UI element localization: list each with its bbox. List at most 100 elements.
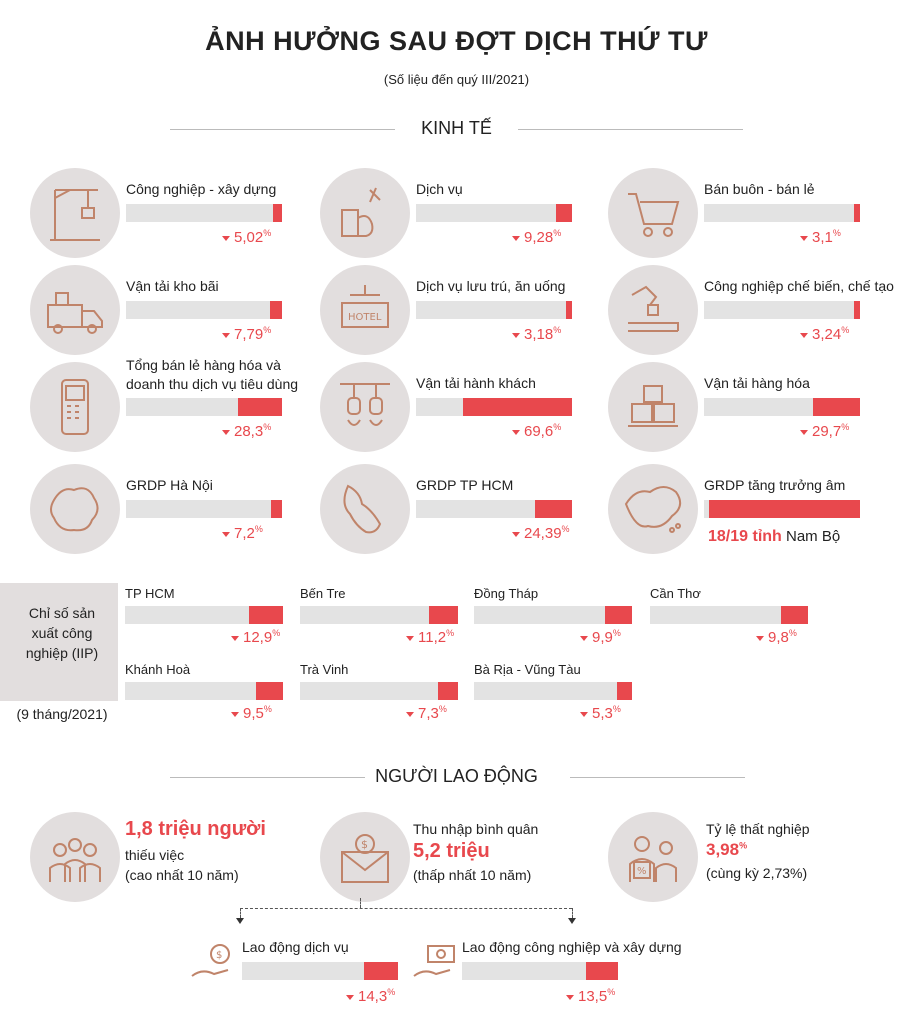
iip-item-bar [125, 682, 283, 700]
decrease-icon [800, 235, 808, 241]
economy-item-value: 28,3% [222, 422, 271, 440]
economy-item-bar-fill [813, 398, 860, 416]
decrease-icon [756, 635, 764, 641]
economy-item-label: Công nghiệp - xây dựng [126, 181, 277, 197]
economy-item-label: Dịch vụ [416, 181, 463, 197]
economy-item-value-number: 3,24 [812, 326, 842, 343]
unemployment-unit: % [739, 840, 748, 851]
cargo-boxes-icon [608, 362, 698, 452]
economy-item-unit: % [254, 524, 263, 534]
iip-item-value: 7,3% [406, 704, 447, 722]
economy-item-value: 24,39% [512, 524, 570, 542]
connector-horizontal [240, 908, 572, 909]
economy-item-value-number: 24,39 [524, 525, 562, 542]
economy-item-bar [416, 398, 572, 416]
economy-item-label: GRDP tăng trưởng âm [704, 477, 846, 493]
shopping-cart-icon [608, 168, 698, 258]
economy-item-bar-fill [854, 301, 860, 319]
decrease-icon [512, 429, 520, 435]
economy-item-bar-fill [273, 204, 282, 222]
income-line2: (thấp nhất 10 năm) [413, 867, 532, 883]
labor-heading-text: NGƯỜI LAO ĐỘNG [375, 766, 538, 786]
income-value: 5,2 triệu [413, 840, 490, 862]
economy-item-label: GRDP Hà Nội [126, 477, 213, 493]
economy-item-bar-fill [238, 398, 282, 416]
crane-icon [30, 168, 120, 258]
iip-item-unit: % [446, 628, 455, 638]
connector-arrow-left [236, 918, 244, 924]
economy-item-value-number: 3,1 [812, 229, 833, 246]
economy-item-label: Vận tải hành khách [416, 375, 536, 391]
hcmc-map-icon [320, 464, 410, 554]
industry-labor-bar [462, 962, 618, 980]
economy-item-label: GRDP TP HCM [416, 477, 514, 493]
connector-vertical [360, 898, 361, 908]
iip-item-value: 9,9% [580, 628, 621, 646]
connector-right [572, 908, 573, 918]
economy-item-bar [416, 204, 572, 222]
economy-item-bar-fill [556, 204, 572, 222]
economy-item-value: 3,1% [800, 228, 841, 246]
decrease-icon [222, 235, 230, 241]
economy-item-bar-fill [566, 301, 572, 319]
iip-item-bar [125, 606, 283, 624]
iip-item-bar-fill [256, 682, 283, 700]
iip-item-unit: % [438, 704, 447, 714]
svg-text:HOTEL: HOTEL [348, 312, 382, 323]
economy-item-value-number: 29,7 [812, 423, 842, 440]
hotel-sign-icon: HOTEL [320, 265, 410, 355]
iip-item-bar [300, 682, 458, 700]
iip-item-bar [474, 606, 632, 624]
iip-item-value-number: 7,3 [418, 705, 439, 722]
pos-terminal-icon [30, 362, 120, 452]
iip-item-label: Đồng Tháp [474, 586, 539, 601]
decrease-icon [406, 635, 414, 641]
decrease-icon [800, 429, 808, 435]
iip-item-unit: % [612, 628, 621, 638]
iip-item-label: TP HCM [125, 586, 175, 601]
delivery-truck-icon [30, 265, 120, 355]
economy-item-unit: % [553, 422, 562, 432]
service-tools-icon [320, 168, 410, 258]
underemployed-count: 1,8 triệu người [125, 818, 266, 840]
economy-item-unit: % [263, 228, 272, 238]
decrease-icon [406, 711, 414, 717]
section-economy-heading: KINH TẾ [0, 118, 913, 139]
iip-item-value: 12,9% [231, 628, 280, 646]
economy-item-value-number: 69,6 [524, 423, 554, 440]
decrease-icon [222, 531, 230, 537]
hand-money-bag-icon: $ [188, 936, 238, 986]
decrease-icon [222, 332, 230, 338]
section-labor-heading: NGƯỜI LAO ĐỘNG [0, 766, 913, 787]
decrease-icon [512, 235, 520, 241]
economy-item-label: Dịch vụ lưu trú, ăn uống [416, 278, 566, 294]
economy-item-unit: % [841, 422, 850, 432]
economy-heading-text: KINH TẾ [421, 118, 492, 138]
iip-item-unit: % [272, 628, 281, 638]
decrease-icon [566, 994, 574, 1000]
iip-item-value: 9,8% [756, 628, 797, 646]
income-line1: Thu nhập bình quân [413, 821, 539, 837]
iip-item-label: Cần Thơ [650, 586, 701, 601]
decrease-icon [512, 531, 520, 537]
decrease-icon [580, 635, 588, 641]
svg-text:$: $ [361, 838, 368, 851]
economy-item-bar-fill [271, 500, 282, 518]
service-labor-value: 14,3% [346, 987, 395, 1005]
hand-cash-icon [410, 936, 460, 986]
economy-item-value-number: 9,28 [524, 229, 554, 246]
iip-item-value-number: 9,8 [768, 629, 789, 646]
economy-item-bar [416, 301, 572, 319]
southern-region-map-icon [608, 464, 698, 554]
economy-item-value: 69,6% [512, 422, 561, 440]
iip-item-value: 5,3% [580, 704, 621, 722]
economy-item-bar [416, 500, 572, 518]
industry-labor-unit: % [607, 987, 616, 997]
unemployment-rate: 3,98 [706, 840, 740, 859]
decrease-icon [800, 332, 808, 338]
iip-item-bar-fill [438, 682, 458, 700]
service-labor-value-number: 14,3 [358, 988, 388, 1005]
unemployment-line2: (cùng kỳ 2,73%) [706, 865, 808, 881]
economy-item-value: 29,7% [800, 422, 849, 440]
workers-group-icon [30, 812, 120, 902]
